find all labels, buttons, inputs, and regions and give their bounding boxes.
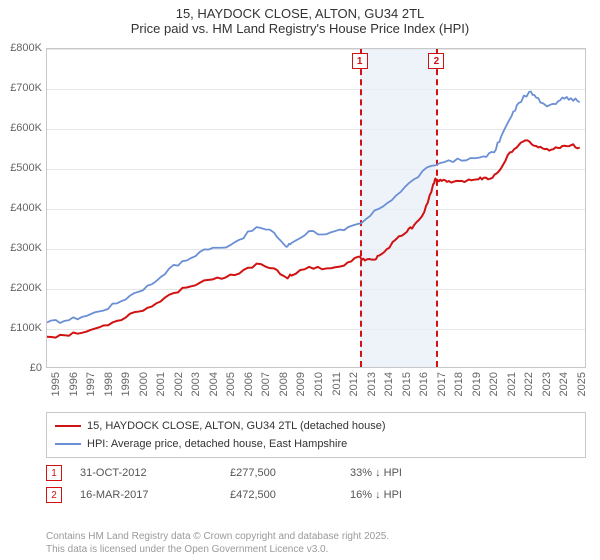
xtick-label: 2010 bbox=[313, 372, 325, 396]
attribution-line: This data is licensed under the Open Gov… bbox=[46, 544, 586, 557]
transaction-marker: 1 bbox=[46, 465, 62, 481]
xtick-label: 2011 bbox=[331, 372, 343, 396]
xtick-label: 2008 bbox=[278, 372, 290, 396]
legend-swatch bbox=[55, 443, 81, 445]
transaction-row: 2 16-MAR-2017 £472,500 16% ↓ HPI bbox=[46, 484, 586, 506]
xtick-label: 2013 bbox=[366, 372, 378, 396]
callout-marker: 1 bbox=[352, 53, 368, 69]
xtick-label: 2017 bbox=[436, 372, 448, 396]
ytick-label: £700K bbox=[0, 82, 42, 94]
chart-container: 15, HAYDOCK CLOSE, ALTON, GU34 2TL Price… bbox=[0, 0, 600, 560]
xtick-label: 1998 bbox=[103, 372, 115, 396]
ytick-label: £600K bbox=[0, 122, 42, 134]
series-line bbox=[47, 140, 580, 337]
xtick-label: 2018 bbox=[453, 372, 465, 396]
legend: 15, HAYDOCK CLOSE, ALTON, GU34 2TL (deta… bbox=[46, 412, 586, 458]
ytick-label: £400K bbox=[0, 202, 42, 214]
xtick-label: 2006 bbox=[243, 372, 255, 396]
ytick-label: £200K bbox=[0, 282, 42, 294]
title-block: 15, HAYDOCK CLOSE, ALTON, GU34 2TL Price… bbox=[0, 0, 600, 38]
xtick-label: 2007 bbox=[260, 372, 272, 396]
plot-area: 12 bbox=[46, 48, 586, 368]
xtick-label: 2009 bbox=[295, 372, 307, 396]
xtick-label: 2024 bbox=[558, 372, 570, 396]
xtick-label: 2000 bbox=[138, 372, 150, 396]
xtick-label: 2022 bbox=[523, 372, 535, 396]
xtick-label: 2020 bbox=[488, 372, 500, 396]
transaction-diff: 33% ↓ HPI bbox=[350, 467, 510, 479]
title-subtitle: Price paid vs. HM Land Registry's House … bbox=[10, 21, 590, 36]
ytick-label: £800K bbox=[0, 42, 42, 54]
xtick-label: 2025 bbox=[576, 372, 588, 396]
title-address: 15, HAYDOCK CLOSE, ALTON, GU34 2TL bbox=[10, 6, 590, 21]
transaction-marker: 2 bbox=[46, 487, 62, 503]
xtick-label: 2023 bbox=[541, 372, 553, 396]
transaction-date: 16-MAR-2017 bbox=[80, 489, 230, 501]
attribution: Contains HM Land Registry data © Crown c… bbox=[46, 531, 586, 556]
legend-swatch bbox=[55, 425, 81, 427]
legend-item: 15, HAYDOCK CLOSE, ALTON, GU34 2TL (deta… bbox=[55, 417, 577, 435]
xtick-label: 2021 bbox=[506, 372, 518, 396]
series-line bbox=[47, 91, 580, 323]
xtick-label: 2003 bbox=[190, 372, 202, 396]
xtick-label: 1999 bbox=[120, 372, 132, 396]
ytick-label: £0 bbox=[0, 362, 42, 374]
xtick-label: 2002 bbox=[173, 372, 185, 396]
xtick-label: 2005 bbox=[225, 372, 237, 396]
legend-label: HPI: Average price, detached house, East… bbox=[87, 438, 347, 450]
transaction-diff: 16% ↓ HPI bbox=[350, 489, 510, 501]
xtick-label: 2019 bbox=[471, 372, 483, 396]
callout-marker: 2 bbox=[428, 53, 444, 69]
ytick-label: £300K bbox=[0, 242, 42, 254]
line-plot bbox=[47, 49, 585, 367]
xtick-label: 1997 bbox=[85, 372, 97, 396]
attribution-line: Contains HM Land Registry data © Crown c… bbox=[46, 531, 586, 544]
xtick-label: 2016 bbox=[418, 372, 430, 396]
transaction-price: £277,500 bbox=[230, 467, 350, 479]
xtick-label: 2015 bbox=[401, 372, 413, 396]
transactions-table: 1 31-OCT-2012 £277,500 33% ↓ HPI 2 16-MA… bbox=[46, 462, 586, 506]
xtick-label: 2012 bbox=[348, 372, 360, 396]
xtick-label: 2001 bbox=[155, 372, 167, 396]
xtick-label: 2014 bbox=[383, 372, 395, 396]
transaction-row: 1 31-OCT-2012 £277,500 33% ↓ HPI bbox=[46, 462, 586, 484]
transaction-date: 31-OCT-2012 bbox=[80, 467, 230, 479]
xtick-label: 1995 bbox=[50, 372, 62, 396]
xtick-label: 1996 bbox=[68, 372, 80, 396]
xtick-label: 2004 bbox=[208, 372, 220, 396]
legend-label: 15, HAYDOCK CLOSE, ALTON, GU34 2TL (deta… bbox=[87, 420, 386, 432]
ytick-label: £500K bbox=[0, 162, 42, 174]
legend-item: HPI: Average price, detached house, East… bbox=[55, 435, 577, 453]
ytick-label: £100K bbox=[0, 322, 42, 334]
transaction-price: £472,500 bbox=[230, 489, 350, 501]
